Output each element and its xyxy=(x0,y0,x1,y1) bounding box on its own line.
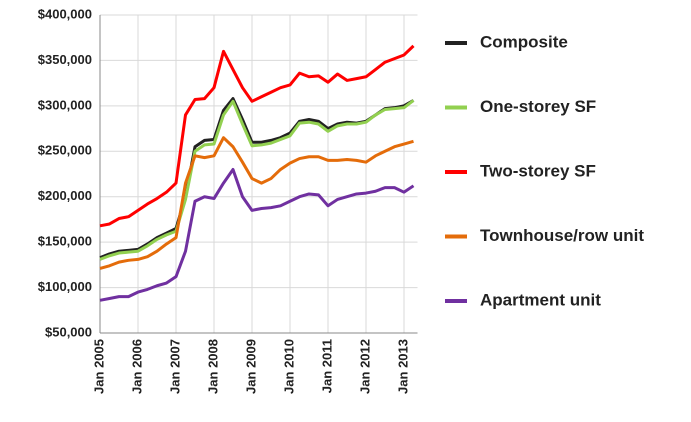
y-tick-label: $50,000 xyxy=(45,324,92,339)
x-tick-label: Jan 2009 xyxy=(243,339,258,394)
series-line xyxy=(99,136,414,270)
y-tick-label: $150,000 xyxy=(38,234,92,249)
legend-label: Composite xyxy=(480,32,568,51)
x-tick-label: Jan 2006 xyxy=(129,339,144,394)
y-tick-label: $250,000 xyxy=(38,143,92,158)
y-tick-label: $200,000 xyxy=(38,188,92,203)
y-tick-label: $300,000 xyxy=(38,97,92,112)
legend-label: Townhouse/row unit xyxy=(480,226,644,245)
x-tick-label: Jan 2012 xyxy=(357,339,372,394)
legend-label: One-storey SF xyxy=(480,97,596,116)
y-tick-label: $100,000 xyxy=(38,279,92,294)
legend: Composite One-storey SF Two-storey SF Townh… xyxy=(445,32,644,309)
x-tick-label: Jan 2011 xyxy=(319,339,334,393)
series-line xyxy=(99,44,415,228)
y-tick-label: $350,000 xyxy=(38,52,92,67)
x-tick-label: Jan 2013 xyxy=(395,339,410,394)
x-tick-label: Jan 2010 xyxy=(281,339,296,394)
x-tick-label: Jan 2008 xyxy=(205,339,220,394)
series-line xyxy=(99,99,415,261)
x-tick-label: Jan 2005 xyxy=(91,339,106,394)
legend-label: Apartment unit xyxy=(480,290,601,309)
x-tick-label: Jan 2007 xyxy=(167,339,182,394)
legend-label: Two-storey SF xyxy=(480,161,596,180)
y-tick-label: $400,000 xyxy=(38,6,92,21)
series-line xyxy=(99,167,415,302)
